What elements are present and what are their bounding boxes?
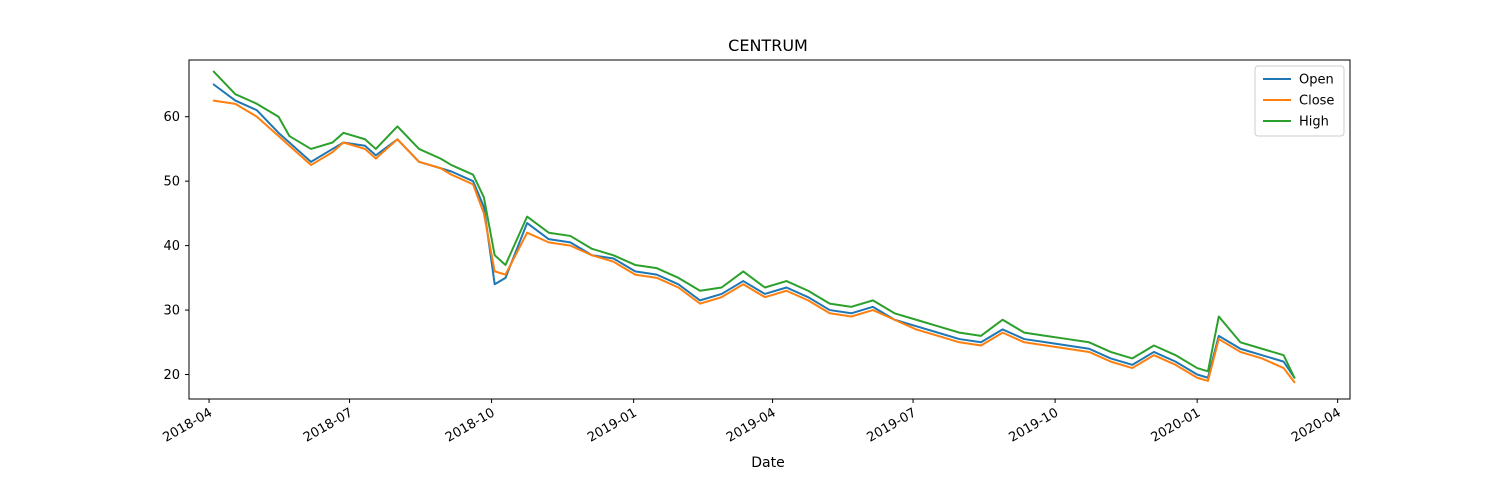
x-axis: 2018-04 2018-07 2018-10 2019-01 2019-04 2019-… xyxy=(161,399,1344,446)
plot-frame xyxy=(188,59,1351,400)
y-tick-label: 20 xyxy=(163,368,180,383)
chart-title: CENTRUM xyxy=(728,36,808,55)
x-tick-label: 2019-07 xyxy=(865,405,920,445)
x-tick-label: 2019-10 xyxy=(1007,405,1062,445)
x-tick-label: 2020-04 xyxy=(1289,405,1344,445)
legend-label-close: Close xyxy=(1299,94,1334,109)
legend-frame xyxy=(1254,65,1345,137)
legend-label-high: High xyxy=(1299,115,1329,130)
y-tick-label: 40 xyxy=(163,239,180,254)
y-tick-label: 50 xyxy=(163,175,180,190)
series-line-close xyxy=(212,99,1296,384)
x-tick-label: 2019-04 xyxy=(724,405,779,445)
y-tick-label: 60 xyxy=(163,110,180,125)
x-tick-label: 2018-04 xyxy=(161,405,216,445)
x-tick-label: 2019-01 xyxy=(585,405,640,445)
x-tick-label: 2018-10 xyxy=(443,405,498,445)
y-axis: 20 30 40 50 60 xyxy=(163,110,189,383)
legend-label-open: Open xyxy=(1299,73,1334,88)
series-lines xyxy=(212,70,1296,384)
series-line-high xyxy=(212,70,1296,379)
y-tick-label: 30 xyxy=(163,304,180,319)
x-axis-title: Date xyxy=(751,455,784,471)
series-line-open xyxy=(212,83,1296,379)
x-tick-label: 2018-07 xyxy=(301,405,356,445)
x-tick-label: 2020-01 xyxy=(1149,405,1204,445)
legend: Open Close High xyxy=(1254,65,1345,137)
